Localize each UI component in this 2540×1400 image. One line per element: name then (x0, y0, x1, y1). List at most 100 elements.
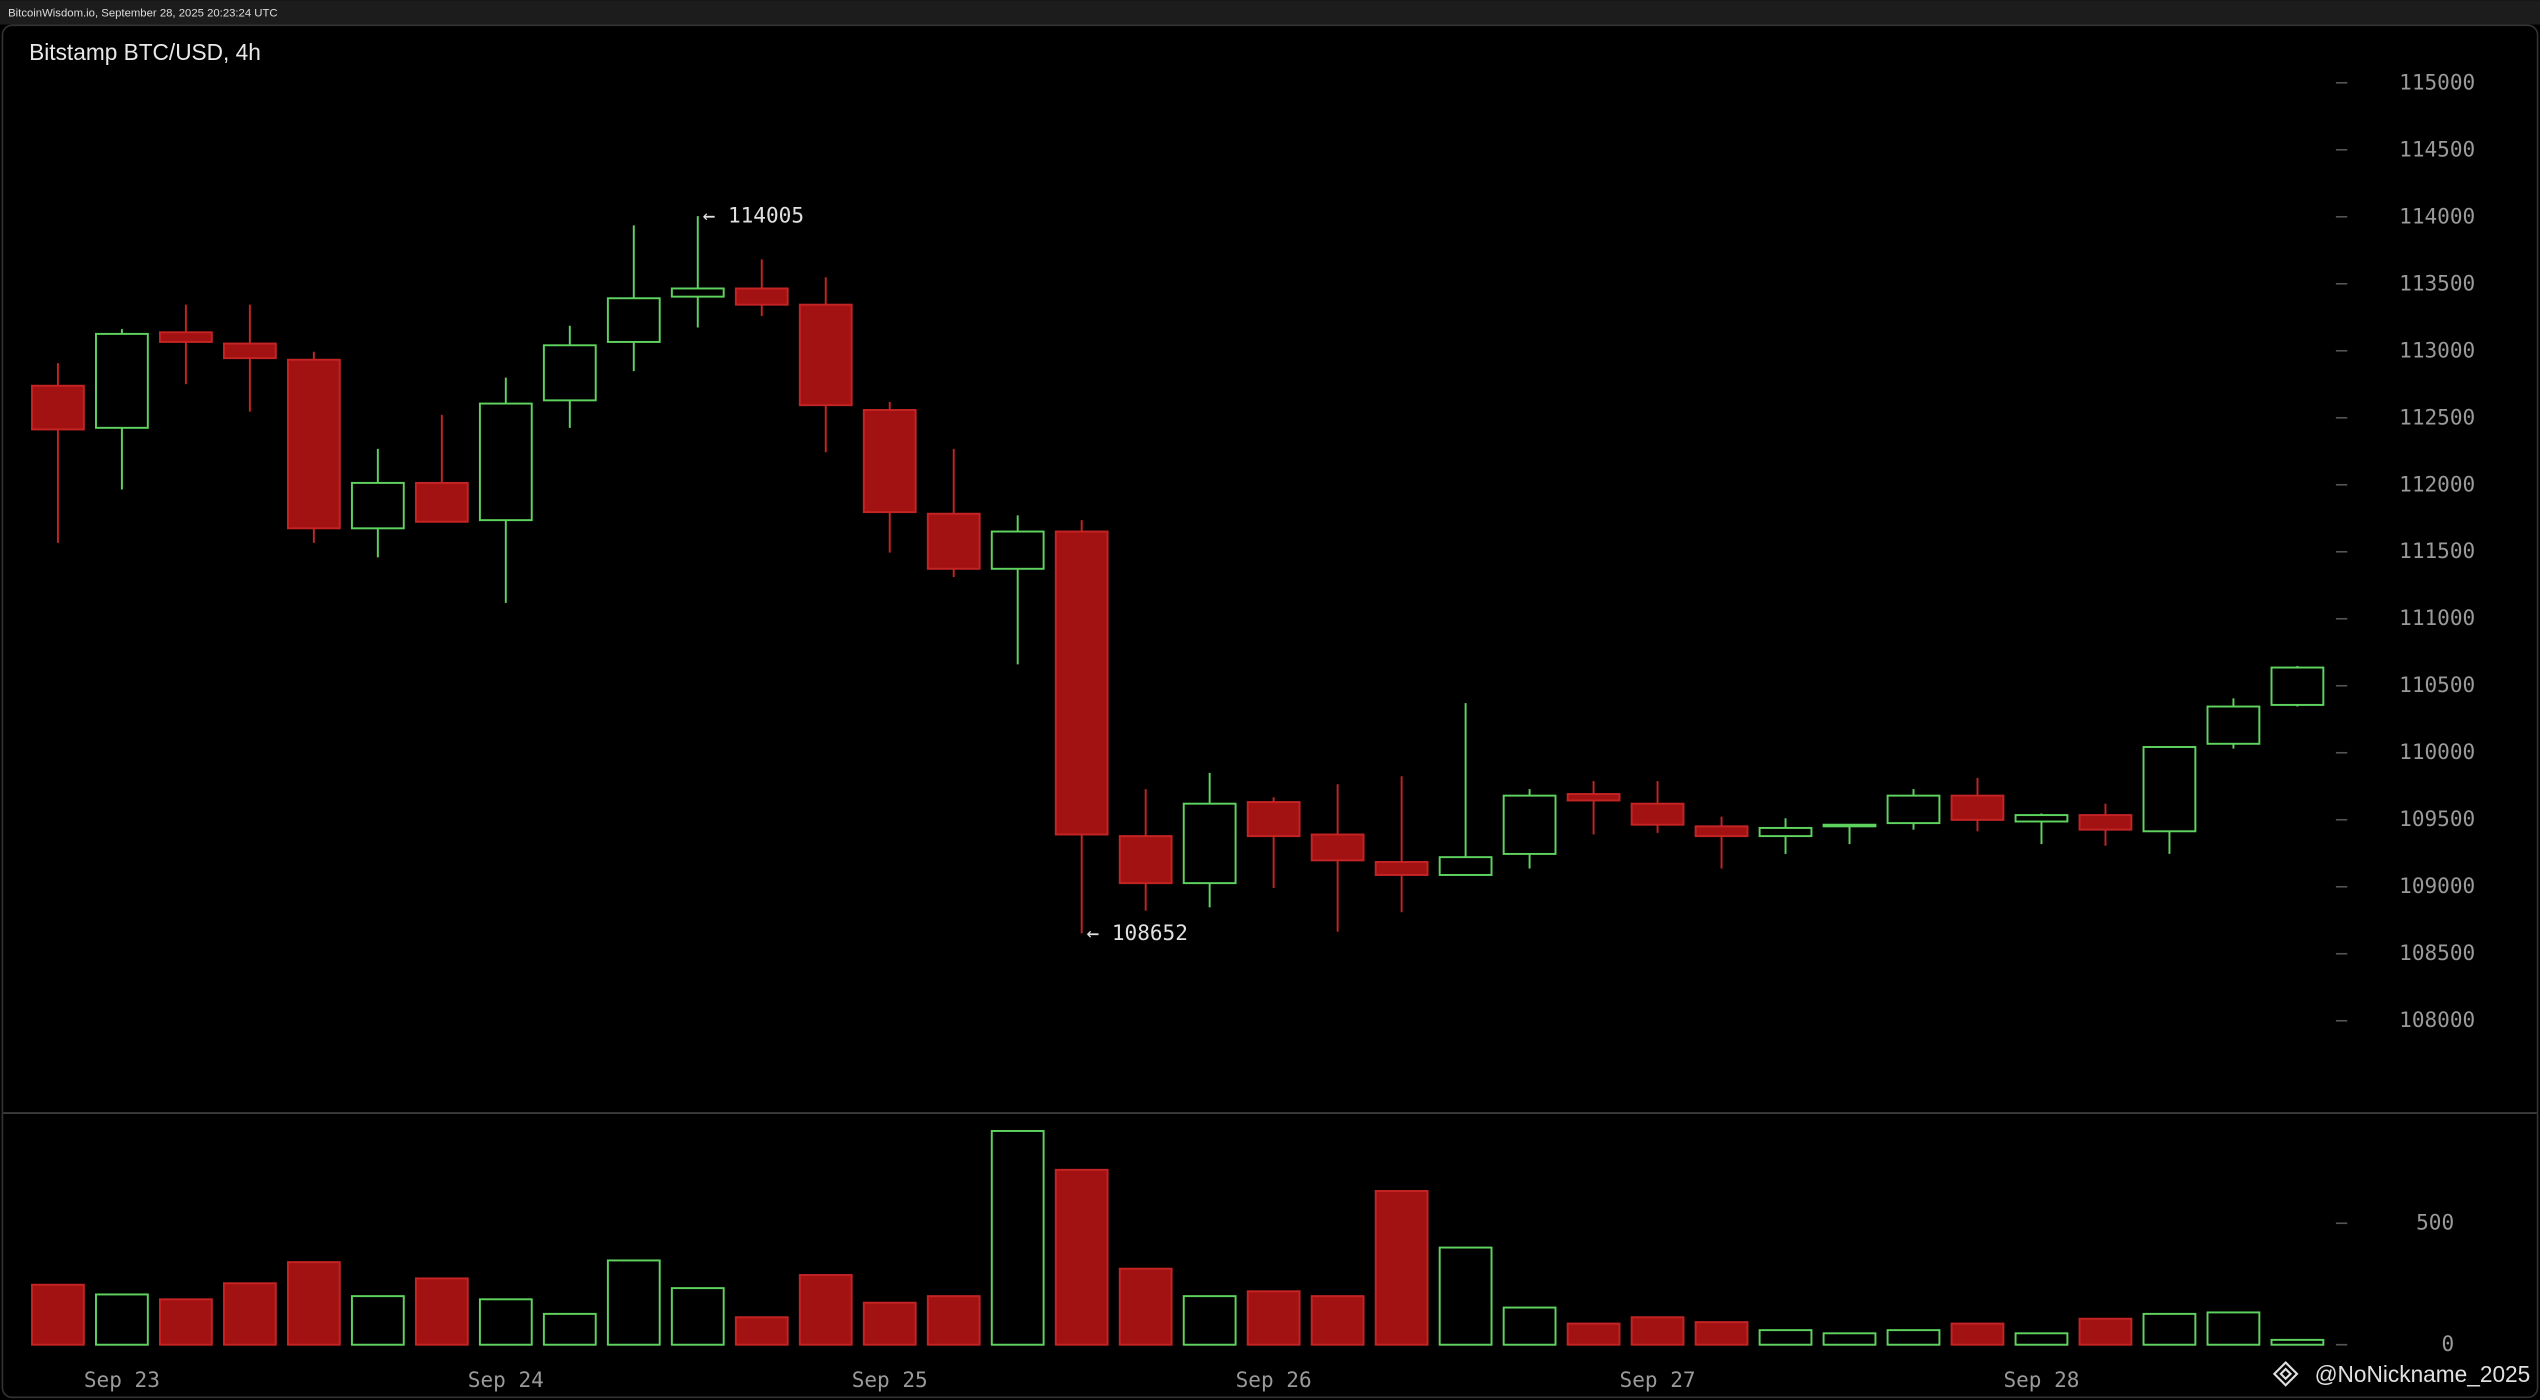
annotation: ← 108652 (1087, 920, 1188, 945)
y-tick-label: 108000 (2399, 1007, 2475, 1032)
volume-bar (862, 1301, 917, 1346)
volume-bar (670, 1287, 725, 1346)
header-text: BitcoinWisdom.io, September 28, 2025 20:… (8, 7, 278, 19)
y-tick-label: 110500 (2399, 672, 2475, 697)
chart-frame (1, 24, 2539, 1399)
y-tick-label: 109500 (2399, 806, 2475, 831)
candle-body (1182, 802, 1237, 885)
x-tick-label: Sep 27 (1620, 1367, 1696, 1392)
candle-body (1630, 802, 1685, 826)
candle-body (542, 344, 597, 402)
candle-body (1758, 826, 1813, 838)
x-tick-label: Sep 25 (852, 1367, 928, 1392)
candle-body (1374, 860, 1429, 876)
volume-bar (1566, 1322, 1621, 1346)
y-tick-label: 108500 (2399, 940, 2475, 965)
y-tick-label: 111500 (2399, 538, 2475, 563)
candle-body (1502, 794, 1557, 855)
candle-body (414, 481, 469, 523)
candle-body (222, 342, 277, 360)
volume-bar (1502, 1306, 1557, 1346)
volume-bar (2270, 1338, 2325, 1346)
volume-bar (990, 1129, 1045, 1346)
volume-bar (1118, 1267, 1173, 1346)
candle-body (862, 409, 917, 514)
volume-bar (478, 1298, 533, 1346)
volume-bar (734, 1316, 789, 1346)
volume-bar (2078, 1317, 2133, 1346)
volume-bar (1054, 1168, 1109, 1346)
volume-bar (2142, 1312, 2197, 1346)
candle-body (158, 331, 213, 343)
top-bar (0, 0, 2540, 25)
candle-body (1886, 794, 1941, 825)
chart-title: Bitstamp BTC/USD, 4h (29, 39, 261, 65)
candle-body (1694, 825, 1749, 838)
volume-bar (1630, 1316, 1685, 1346)
volume-bar (1694, 1321, 1749, 1346)
y-tick-label: 110000 (2399, 739, 2475, 764)
volume-bar (542, 1312, 597, 1346)
candle-body (1246, 801, 1301, 838)
volume-bar (31, 1283, 85, 1346)
volume-bar (1822, 1332, 1877, 1346)
candle-body (2142, 746, 2197, 833)
volume-bar (2206, 1311, 2261, 1346)
candle-body (1118, 835, 1173, 885)
y-tick-label: 114500 (2399, 136, 2475, 161)
volume-bar (222, 1282, 277, 1346)
volume-bar (606, 1259, 661, 1346)
y-tick-label: 112500 (2399, 404, 2475, 429)
y-tick-label: 113500 (2399, 270, 2475, 295)
volume-bar (1310, 1295, 1365, 1346)
candle-body (990, 530, 1045, 570)
volume-bar (286, 1261, 341, 1346)
x-tick-label: Sep 23 (84, 1367, 160, 1392)
x-tick-label: Sep 26 (1236, 1367, 1312, 1392)
candle-body (926, 512, 981, 570)
candle-body (1822, 823, 1877, 828)
volume-bar (926, 1295, 981, 1346)
volume-bar (798, 1274, 853, 1346)
volume-bar (1950, 1322, 2005, 1346)
candle-body (1310, 833, 1365, 862)
x-tick-label: Sep 24 (468, 1367, 544, 1392)
candle-body (2014, 814, 2069, 823)
watermark-icon (2272, 1361, 2299, 1387)
watermark: @NoNickname_2025 (2315, 1361, 2531, 1387)
volume-bar (350, 1295, 405, 1346)
candle-body (350, 481, 405, 530)
candle-body (478, 402, 533, 522)
volume-bar (95, 1293, 149, 1346)
y-tick-label: 114000 (2399, 203, 2475, 228)
candle-body (734, 287, 789, 306)
y-tick-label: 500 (2416, 1210, 2454, 1235)
volume-bar (414, 1277, 469, 1346)
volume-bar (1758, 1329, 1813, 1346)
annotation: ← 114005 (703, 203, 804, 228)
y-tick-label: 111000 (2399, 605, 2475, 630)
candle-body (1438, 856, 1493, 876)
volume-bar (1438, 1246, 1493, 1346)
volume-bar (1886, 1329, 1941, 1346)
candle-body (2078, 814, 2133, 831)
y-tick-label: 112000 (2399, 471, 2475, 496)
volume-bar (1374, 1189, 1429, 1346)
candle-body (1054, 530, 1109, 836)
y-tick-label: 0 (2441, 1331, 2454, 1356)
y-tick-label: 109000 (2399, 873, 2475, 898)
candle-body (286, 358, 341, 530)
candle-body (670, 287, 725, 298)
y-tick-label: 113000 (2399, 337, 2475, 362)
candle-body (798, 303, 853, 407)
candle-body (31, 384, 85, 431)
candle-body (1950, 794, 2005, 821)
candle-body (606, 297, 661, 343)
volume-bar (2014, 1332, 2069, 1346)
x-tick-label: Sep 28 (2003, 1367, 2079, 1392)
y-tick-label: 115000 (2399, 69, 2475, 94)
volume-bar (1182, 1295, 1237, 1346)
